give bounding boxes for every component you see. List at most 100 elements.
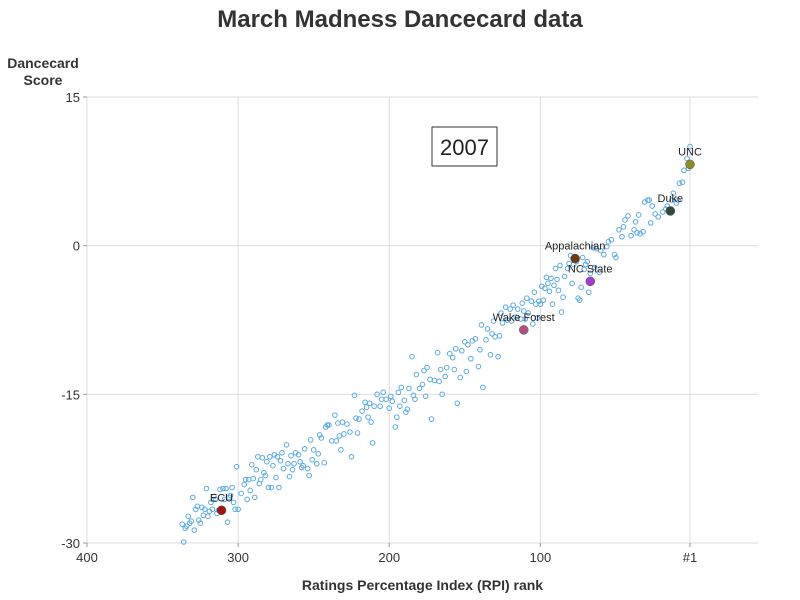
data-point (483, 337, 489, 343)
data-point (681, 167, 687, 174)
data-point (191, 527, 198, 533)
data-point (452, 345, 459, 352)
data-point (616, 227, 622, 233)
data-point (283, 442, 290, 448)
data-point (596, 269, 603, 276)
data-point (224, 519, 231, 525)
data-point (631, 227, 637, 233)
data-point (223, 485, 229, 492)
data-point (419, 381, 426, 388)
data-point (182, 525, 189, 531)
data-point (499, 320, 506, 326)
data-point (561, 273, 568, 280)
data-point (353, 415, 359, 421)
data-point (687, 143, 693, 150)
data-point (267, 453, 273, 460)
data-point (341, 431, 347, 437)
data-point (539, 283, 545, 290)
year-annotation-text: 2007 (440, 135, 489, 160)
data-point (463, 368, 470, 375)
data-point (273, 474, 279, 481)
year-annotation: 2007 (431, 126, 498, 167)
data-point (531, 289, 538, 296)
data-point (548, 275, 554, 282)
data-point (309, 456, 315, 463)
data-point (313, 460, 320, 467)
data-point (534, 315, 541, 321)
data-point (504, 317, 510, 323)
data-point (292, 450, 299, 456)
data-point (620, 224, 627, 230)
data-point (261, 469, 267, 476)
data-point (598, 247, 604, 254)
data-point (427, 376, 433, 383)
data-point (669, 197, 675, 203)
data-point (271, 451, 278, 458)
data-point (487, 351, 494, 358)
data-point (197, 520, 204, 526)
data-point (395, 389, 402, 396)
data-point (374, 391, 380, 398)
data-point (242, 476, 249, 483)
data-point (193, 506, 199, 513)
data-point (675, 197, 681, 203)
data-point (186, 520, 193, 526)
highlight-point (570, 253, 580, 264)
data-point (605, 238, 612, 245)
data-point (569, 280, 575, 287)
data-point (566, 260, 572, 267)
x-tick-label: 100 (530, 550, 552, 565)
data-point (558, 309, 565, 315)
data-point (533, 301, 539, 307)
data-point (316, 432, 323, 438)
data-point (363, 404, 370, 411)
data-point (241, 481, 247, 488)
data-point (480, 384, 486, 391)
highlight-label: Wake Forest (493, 312, 555, 324)
data-point (253, 466, 260, 473)
data-point (245, 476, 252, 483)
data-point (670, 190, 677, 196)
data-point (286, 473, 293, 480)
data-point (523, 295, 530, 301)
data-point (490, 318, 497, 324)
data-point (428, 416, 435, 422)
data-point (208, 499, 214, 506)
data-point (585, 289, 592, 296)
data-point (551, 282, 557, 289)
highlight-point (216, 505, 227, 516)
highlight-point (585, 276, 595, 287)
data-point (584, 258, 591, 265)
data-point (406, 385, 412, 392)
data-point (333, 438, 340, 444)
data-point (262, 472, 269, 479)
data-point (434, 349, 441, 356)
data-point (212, 496, 219, 503)
data-point (590, 244, 597, 251)
y-axis-title-line: Dancecard (7, 55, 79, 71)
data-point (285, 460, 291, 467)
highlight-label: ECU (210, 492, 233, 504)
data-point (416, 385, 423, 392)
data-point (647, 220, 654, 226)
data-point (628, 232, 634, 239)
data-point (200, 512, 207, 519)
data-point (348, 453, 355, 460)
data-point (676, 180, 683, 187)
data-point (649, 203, 656, 209)
data-point (436, 378, 442, 385)
data-point (552, 265, 559, 272)
data-point (251, 494, 258, 501)
data-point (641, 199, 648, 205)
data-point (517, 316, 524, 322)
data-point (431, 377, 438, 384)
highlight-point (665, 206, 676, 216)
grid-layer (86, 96, 758, 544)
data-point (520, 308, 527, 314)
data-point (655, 214, 662, 220)
data-point (424, 364, 430, 371)
data-point (477, 346, 483, 353)
y-axis-title-line: Score (23, 72, 63, 88)
data-point (270, 462, 276, 469)
y-tick-label: 0 (73, 239, 80, 254)
